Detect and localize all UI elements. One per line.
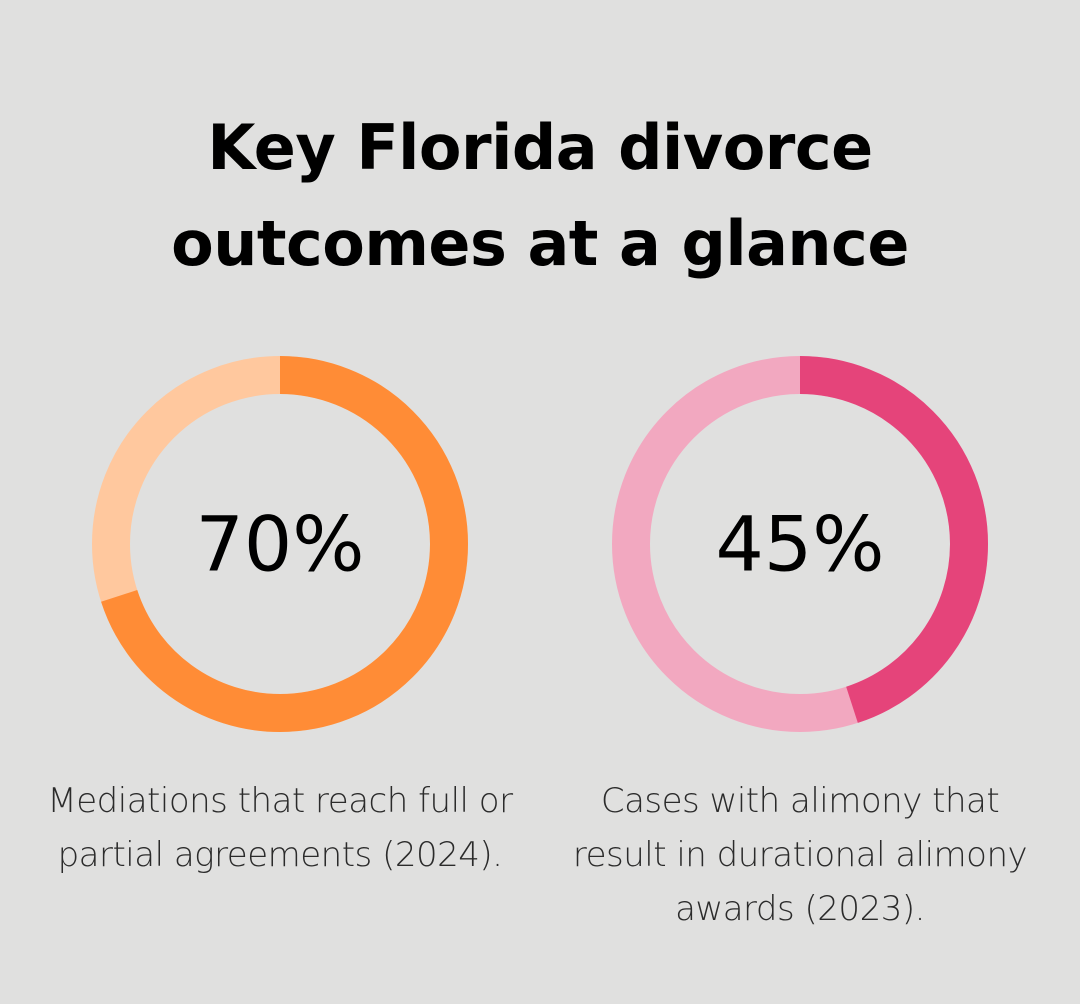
stat-mediation: 70% Mediations that reach full or partia… [20, 354, 540, 882]
donut-fill [92, 356, 468, 732]
donut-fill [612, 356, 988, 732]
title-line-1: Key Florida divorce [207, 111, 873, 184]
stat-alimony: 45% Cases with alimony that result in du… [540, 354, 1060, 936]
donut-chart-alimony: 45% [612, 356, 988, 732]
title-line-2: outcomes at a glance [171, 207, 909, 280]
stat-caption: Cases with alimony that result in durati… [572, 781, 1028, 929]
stat-caption: Mediations that reach full or partial ag… [47, 781, 513, 875]
donut-value-label: 70% [196, 500, 365, 589]
donut-chart-mediation: 70% [92, 356, 468, 732]
donut-value-label: 45% [716, 500, 885, 589]
page-title: Key Florida divorce outcomes at a glance [0, 100, 1080, 292]
